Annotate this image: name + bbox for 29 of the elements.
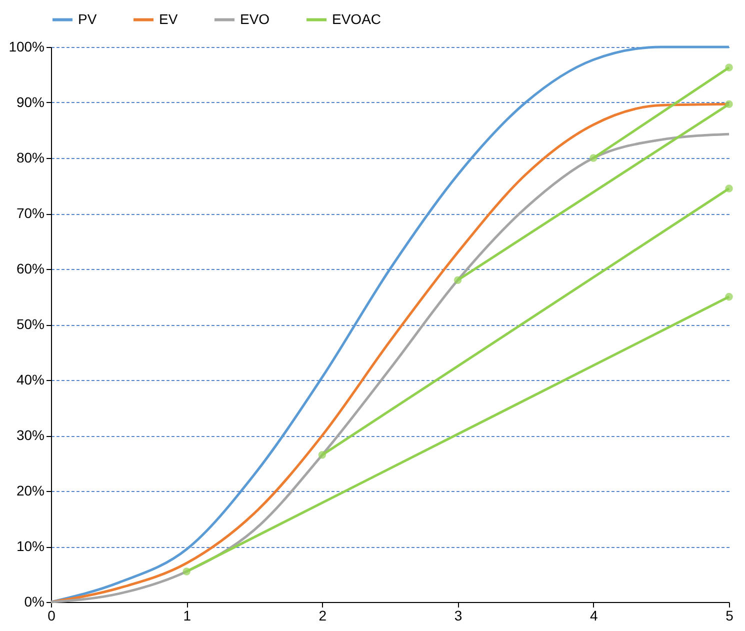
point [725,292,733,301]
y-tick-label: 40% [16,372,44,388]
x-tick-label: 4 [590,608,598,624]
x-tick-label: 0 [48,608,56,624]
point [454,276,462,284]
y-tick-label: 60% [16,260,44,276]
point [725,184,733,192]
x-tick-label: 2 [318,608,327,624]
legend-label: EV [159,10,178,27]
y-tick-label: 80% [16,150,44,166]
point [318,451,326,459]
x-tick-label: 3 [454,608,462,624]
point [725,64,733,72]
y-tick-label: 90% [16,94,44,110]
point [182,568,190,576]
y-tick-label: 10% [16,538,44,554]
point [725,100,733,108]
legend-label: EVO [240,10,270,27]
y-tick-label: 70% [16,205,44,221]
y-tick-label: 30% [16,427,44,443]
y-tick-label: 0% [24,594,44,610]
x-tick-label: 1 [183,608,192,624]
y-tick-label: 50% [16,316,44,332]
legend-label: PV [78,10,98,27]
point [590,154,598,162]
y-tick-label: 20% [16,482,44,498]
y-tick-label: 100% [8,38,44,54]
x-tick-label: 5 [726,608,734,624]
legend-label: EVOAC [332,10,382,27]
